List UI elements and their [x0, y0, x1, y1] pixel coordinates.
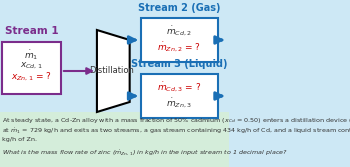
Bar	[2, 42, 61, 94]
Text: $x_{Cd,1}$: $x_{Cd,1}$	[20, 61, 43, 71]
Text: Stream 3 (Liquid): Stream 3 (Liquid)	[131, 59, 228, 69]
Polygon shape	[97, 30, 130, 112]
Text: $\dot{m}_1$: $\dot{m}_1$	[24, 48, 38, 62]
Text: What is the mass flow rate of zinc ($\dot{m}_{Zn,1}$) in kg/h in the input strea: What is the mass flow rate of zinc ($\do…	[2, 149, 288, 158]
Text: At steady state, a Cd-Zn alloy with a mass fraction of 50% cadmium ($x_{Cd}$ = 0: At steady state, a Cd-Zn alloy with a ma…	[2, 116, 350, 142]
Text: $\dot{m}_{Cd,2}$: $\dot{m}_{Cd,2}$	[167, 24, 193, 38]
Bar	[0, 112, 229, 167]
Bar	[141, 18, 218, 62]
Bar	[141, 74, 218, 118]
Text: $\dot{m}_{Zn,3}$: $\dot{m}_{Zn,3}$	[167, 96, 193, 110]
Text: $x_{Zn,1}$ = ?: $x_{Zn,1}$ = ?	[11, 71, 52, 83]
Text: Stream 2 (Gas): Stream 2 (Gas)	[138, 3, 221, 13]
Text: $\dot{m}_{Zn,2}$ = ?: $\dot{m}_{Zn,2}$ = ?	[158, 40, 202, 54]
Text: $\dot{m}_{Cd,3}$ = ?: $\dot{m}_{Cd,3}$ = ?	[158, 80, 202, 94]
Text: Distillation: Distillation	[90, 65, 134, 74]
Text: Stream 1: Stream 1	[5, 26, 58, 36]
